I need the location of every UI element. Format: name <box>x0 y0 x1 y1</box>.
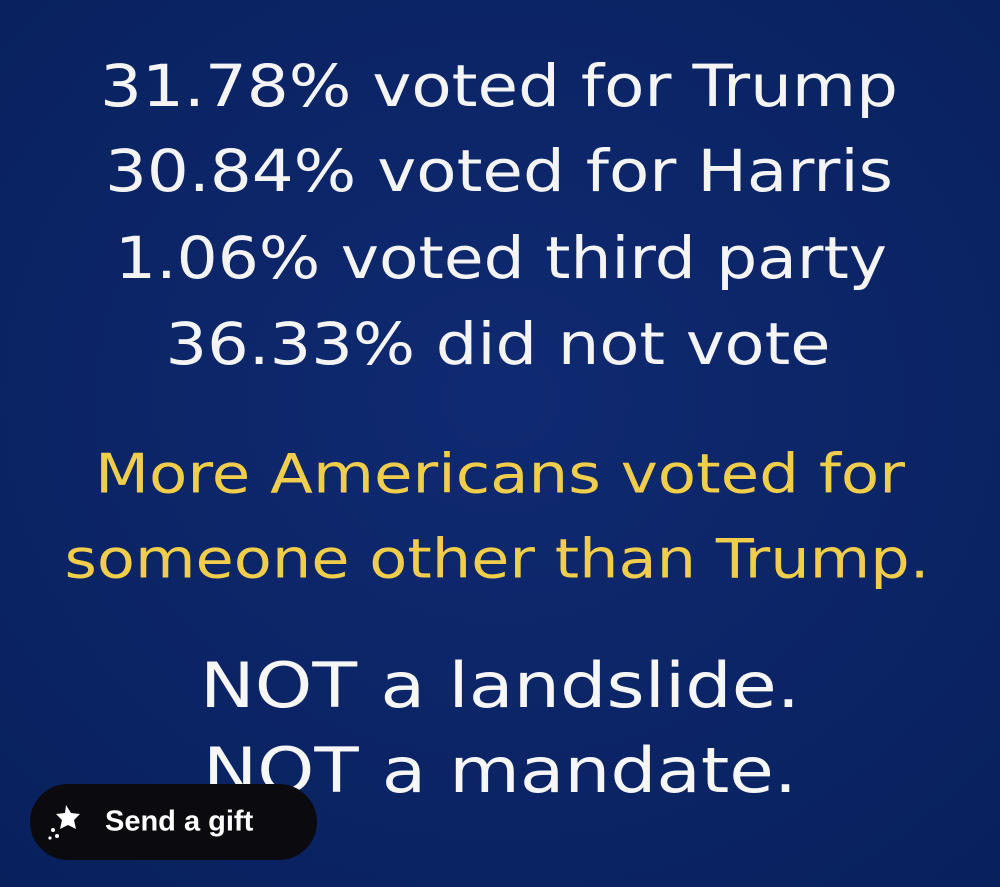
star-shape <box>56 805 80 829</box>
sparkle <box>51 828 55 832</box>
button-label[interactable]: Send a gift <box>105 806 254 838</box>
sparkle <box>55 834 59 838</box>
highlight-line: More Americans voted for <box>95 443 906 506</box>
button-background[interactable] <box>30 784 317 860</box>
stat-line: 30.84% voted for Harris <box>105 137 893 205</box>
sparkle <box>48 836 52 840</box>
gift-icon <box>48 805 80 840</box>
stat-line: 36.33% did not vote <box>166 310 831 378</box>
conclusion-line: NOT a landslide. <box>200 649 800 722</box>
stat-line: 31.78% voted for Trump <box>100 52 898 120</box>
send-gift-button[interactable]: Send a gift <box>30 784 317 860</box>
highlight-line: someone other than Trump. <box>65 528 930 591</box>
stat-line: 1.06% voted third party <box>115 224 887 292</box>
